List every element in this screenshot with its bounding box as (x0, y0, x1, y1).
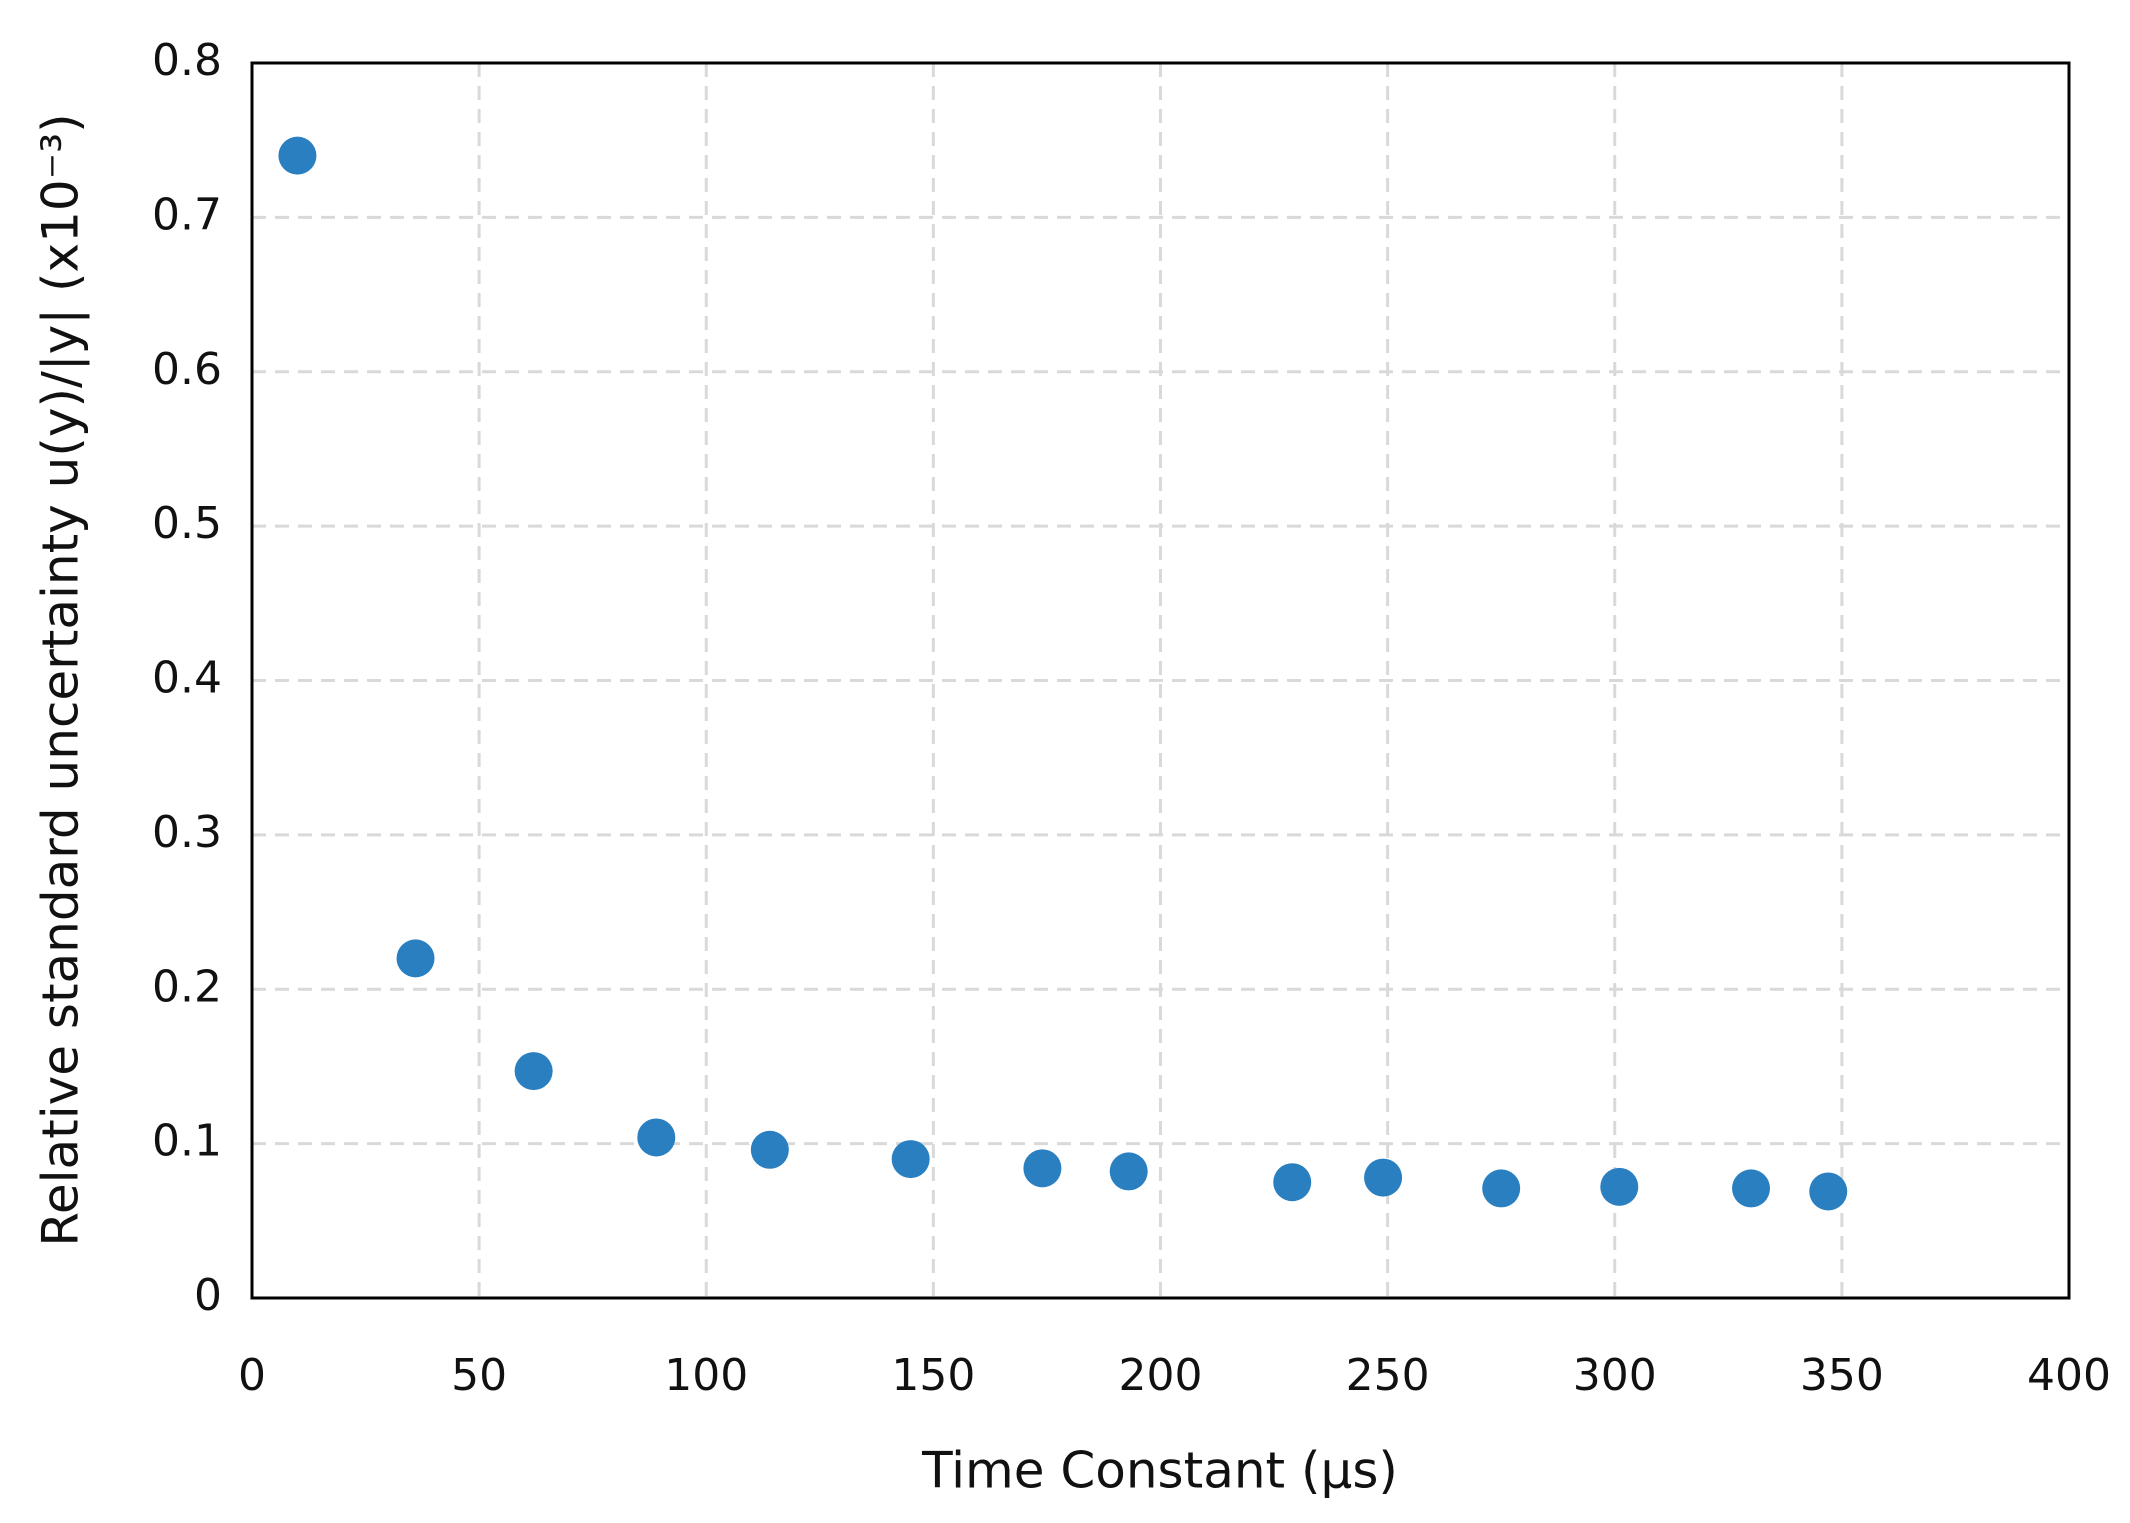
x-tick-label: 250 (1346, 1350, 1430, 1401)
x-tick-label: 50 (451, 1350, 507, 1401)
point (637, 1118, 676, 1157)
y-tick-label: 0.8 (152, 35, 222, 86)
point (1482, 1169, 1521, 1208)
point (1109, 1152, 1148, 1191)
y-tick-label: 0.3 (152, 807, 222, 858)
x-axis-title: Time Constant (µs) (921, 1442, 1398, 1500)
plot-frame (250, 61, 2071, 1300)
point (891, 1140, 930, 1179)
x-tick-label: 350 (1800, 1350, 1884, 1401)
y-axis-title: Relative standard uncertainty u(y)/|y| (… (32, 113, 90, 1246)
x-tick-label: 400 (2027, 1350, 2111, 1401)
x-tick-label: 0 (238, 1350, 266, 1401)
point (1273, 1163, 1312, 1202)
y-tick-label: 0.4 (152, 653, 222, 704)
point (278, 136, 317, 175)
point (1364, 1158, 1403, 1197)
point (514, 1052, 553, 1091)
x-tick-label: 200 (1119, 1350, 1203, 1401)
x-tick-label: 100 (664, 1350, 748, 1401)
x-tick-label: 150 (891, 1350, 975, 1401)
point (1809, 1172, 1848, 1211)
y-tick-label: 0.2 (152, 961, 222, 1012)
y-tick-label: 0.6 (152, 344, 222, 395)
y-tick-label: 0 (194, 1270, 222, 1321)
point (396, 939, 435, 978)
y-tick-label: 0.5 (152, 498, 222, 549)
x-tick-label: 300 (1573, 1350, 1657, 1401)
point (1600, 1167, 1639, 1206)
point (750, 1130, 789, 1169)
y-tick-label: 0.7 (152, 189, 222, 240)
point (1732, 1169, 1771, 1208)
y-tick-label: 0.1 (152, 1116, 222, 1167)
point (1023, 1149, 1062, 1188)
